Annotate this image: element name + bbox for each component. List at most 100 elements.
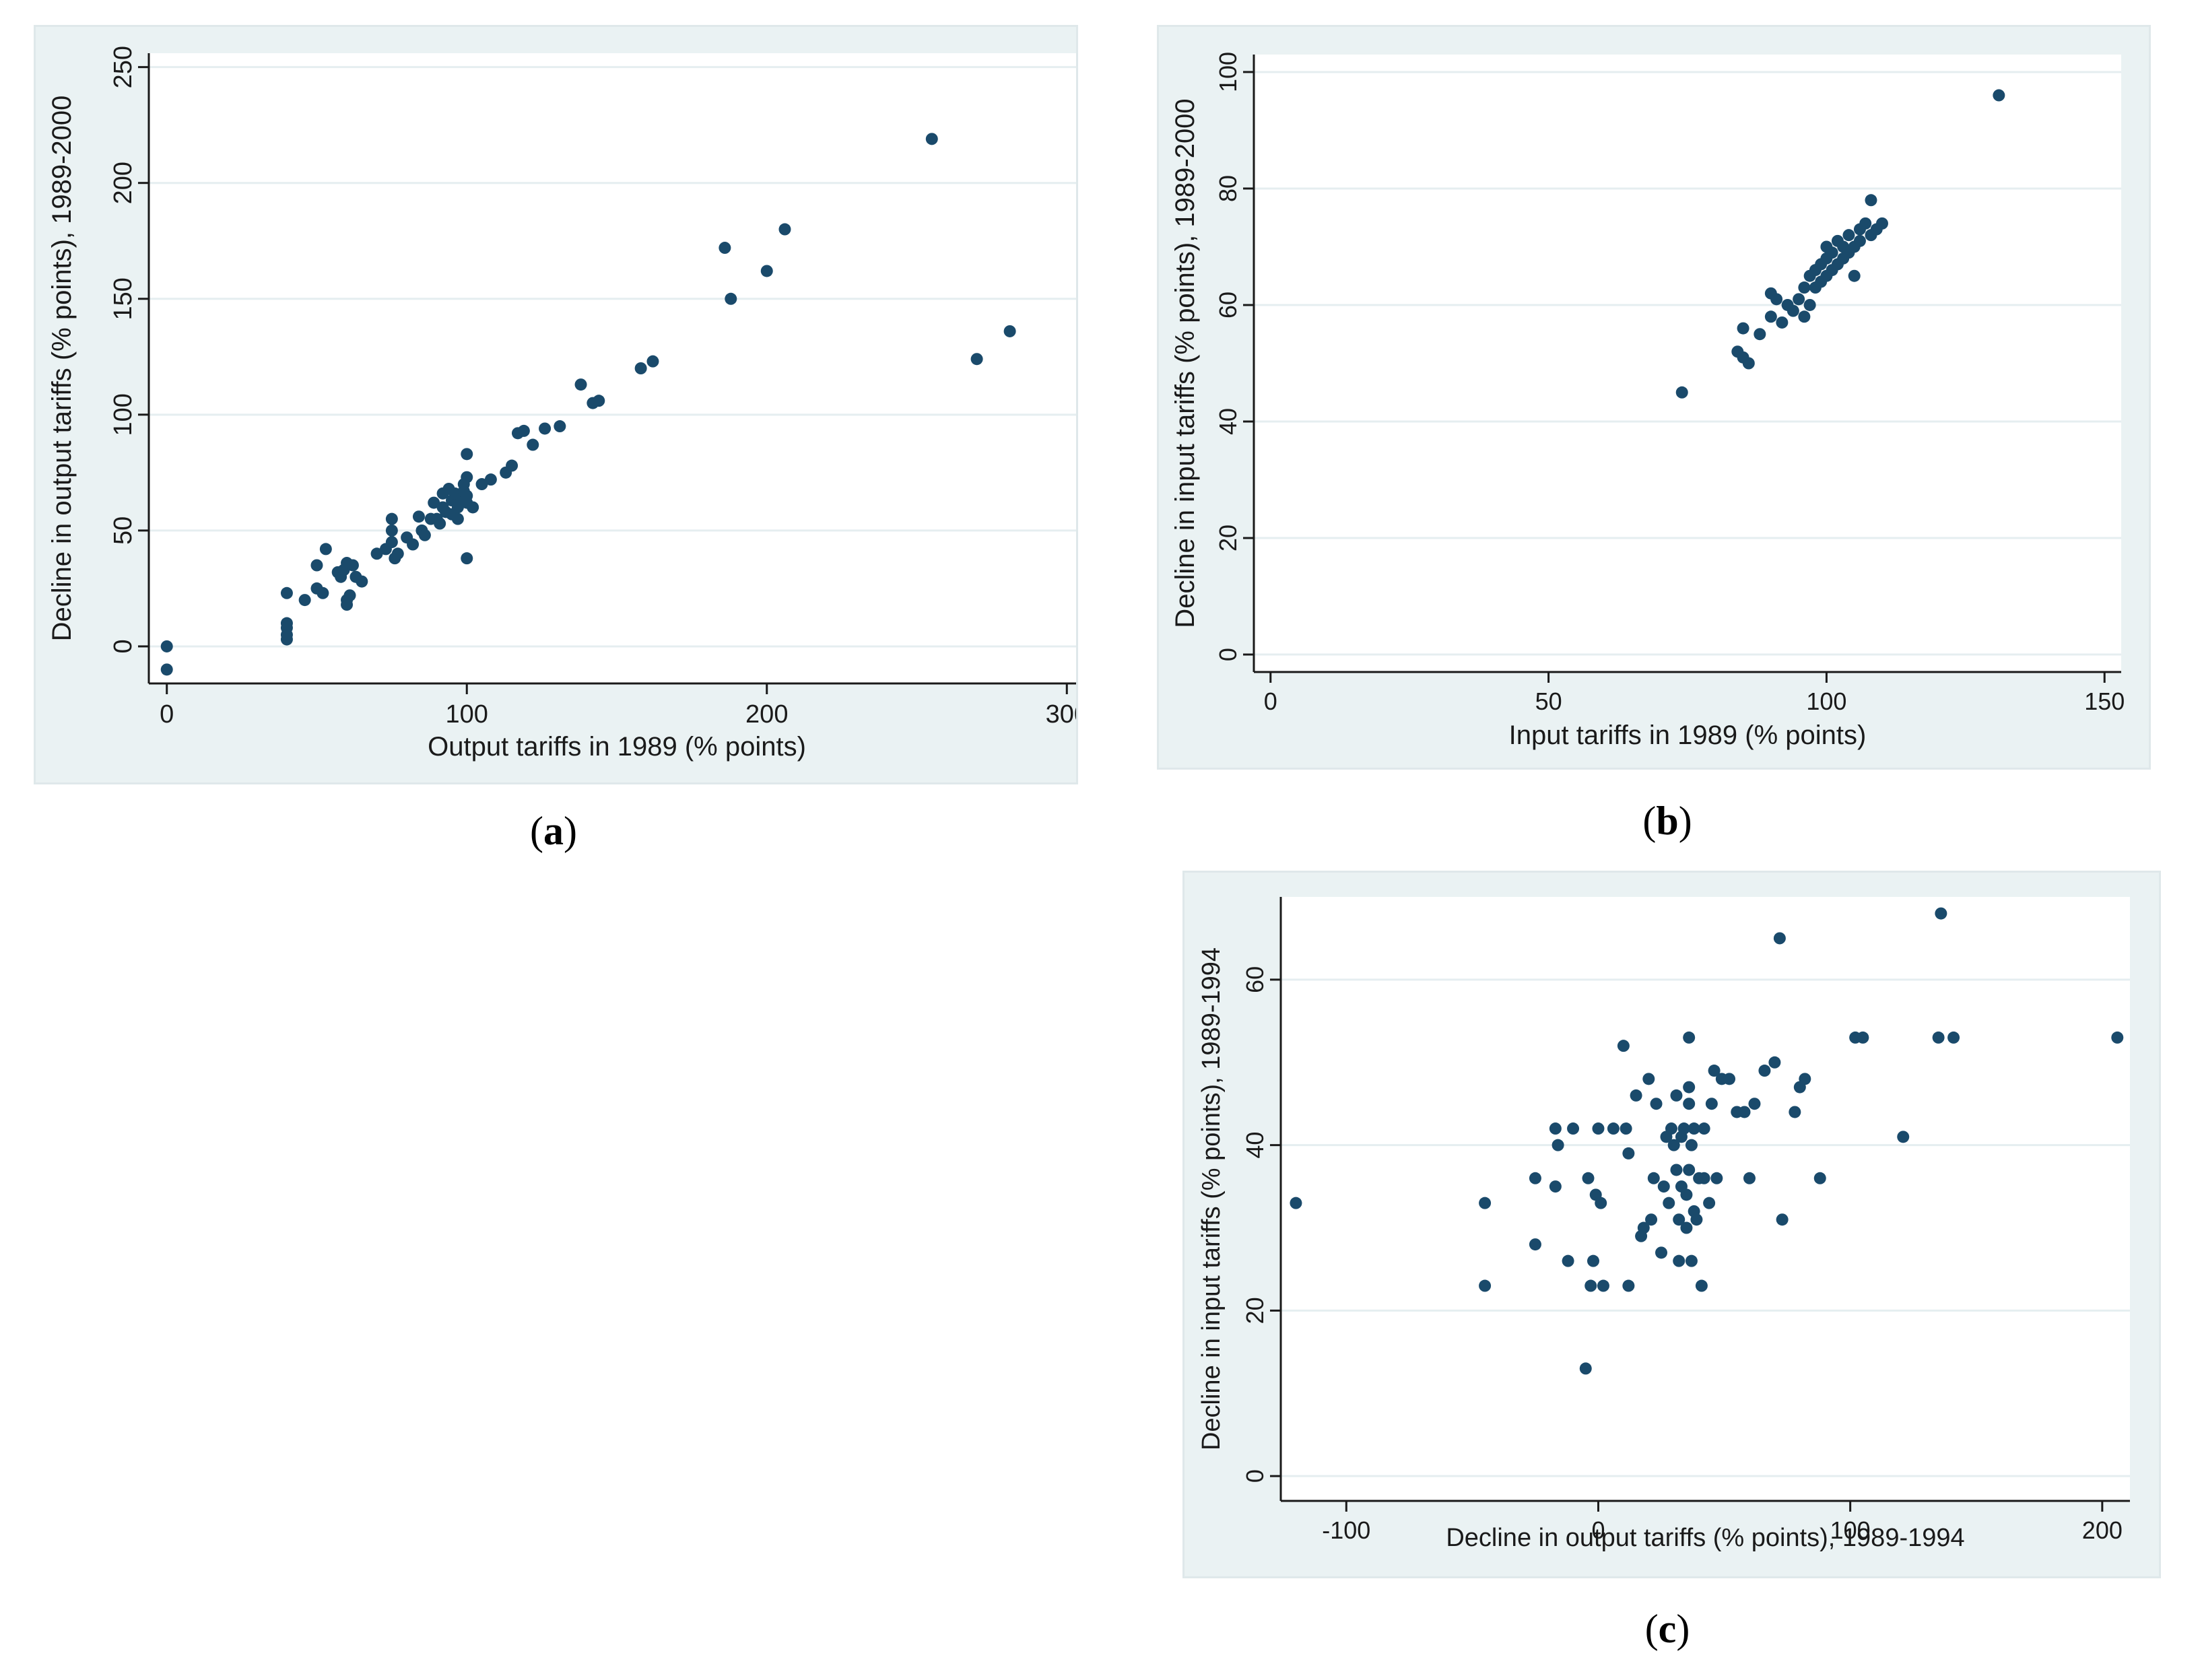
data-point: [1562, 1254, 1574, 1267]
data-point: [298, 594, 311, 607]
data-point: [1695, 1279, 1708, 1292]
data-point: [316, 586, 329, 599]
data-point: [434, 517, 446, 530]
data-point: [1688, 1122, 1700, 1135]
data-point: [407, 538, 420, 551]
data-point: [1683, 1031, 1696, 1044]
data-point: [1748, 1098, 1761, 1110]
data-point: [1685, 1139, 1698, 1151]
y-tick-label: 0: [1214, 648, 1242, 661]
data-point: [925, 133, 938, 145]
chart-panel-b: 0 20 40 60 80 100 0 50 100 150 Input tariffs in 19…: [1157, 25, 2151, 770]
x-tick-label: 100: [1806, 687, 1846, 715]
data-point: [385, 512, 398, 525]
data-point: [1848, 269, 1861, 282]
data-point: [517, 424, 530, 437]
data-point: [1595, 1197, 1607, 1209]
data-point: [1673, 1254, 1686, 1267]
data-point: [391, 547, 404, 560]
y-tick-label: 150: [109, 277, 137, 320]
y-axis-label: Decline in input tariffs (% points), 198…: [1170, 98, 1200, 628]
data-point: [280, 633, 293, 646]
data-point: [527, 438, 539, 451]
data-point: [1842, 229, 1855, 242]
data-point: [634, 362, 647, 374]
data-point: [1737, 322, 1749, 335]
data-point: [160, 663, 173, 676]
data-point: [1683, 1098, 1696, 1110]
data-point: [1675, 386, 1688, 399]
data-point: [1549, 1180, 1562, 1193]
data-point: [1787, 304, 1799, 317]
data-point: [1698, 1122, 1710, 1135]
data-point: [1680, 1221, 1693, 1234]
data-point: [1705, 1098, 1718, 1110]
data-point: [343, 589, 356, 602]
data-point: [1789, 1106, 1801, 1118]
y-tick-label: 80: [1214, 175, 1242, 202]
data-point: [1773, 932, 1786, 945]
x-tick-label: 0: [1591, 1516, 1605, 1544]
x-tick-label: -100: [1322, 1516, 1370, 1544]
y-tick-label: 60: [1214, 292, 1242, 318]
data-point: [1617, 1040, 1630, 1052]
data-point: [1703, 1197, 1716, 1209]
data-point: [341, 599, 354, 611]
x-tick-label: 300: [1046, 700, 1076, 729]
data-point: [1993, 89, 2005, 102]
data-point: [1935, 907, 1947, 920]
data-point: [506, 459, 519, 472]
data-point: [1875, 217, 1888, 230]
y-tick-label: 250: [109, 46, 137, 88]
data-point: [1710, 1172, 1723, 1184]
data-point: [1549, 1122, 1562, 1135]
x-tick-label: 0: [160, 700, 174, 729]
data-point: [1622, 1279, 1635, 1292]
data-point: [1607, 1122, 1620, 1135]
data-point: [1813, 1172, 1826, 1184]
plot-area: [149, 53, 1076, 683]
y-tick-label: 20: [1241, 1297, 1269, 1324]
y-tick-label: 20: [1214, 525, 1242, 551]
y-axis-label: Decline in output tariffs (% points), 19…: [47, 96, 77, 642]
chart-panel-c: 0 20 40 60 -100 0 100 200 Decline in output tari…: [1182, 871, 2161, 1578]
data-point: [418, 529, 431, 541]
data-point: [346, 559, 359, 572]
data-point: [1529, 1172, 1541, 1184]
data-point: [1742, 357, 1755, 370]
data-point: [1622, 1147, 1635, 1160]
data-point: [1932, 1031, 1945, 1044]
data-point: [1754, 328, 1766, 341]
y-tick-label: 40: [1214, 408, 1242, 435]
data-point: [646, 355, 659, 368]
x-tick-label: 200: [745, 700, 788, 729]
data-point: [1592, 1122, 1605, 1135]
x-axis-label: Input tariffs in 1989 (% points): [1509, 720, 1867, 750]
data-point: [412, 510, 425, 523]
data-point: [1859, 217, 1872, 230]
data-point: [356, 575, 368, 588]
data-point: [970, 353, 983, 366]
data-point: [160, 640, 173, 652]
data-point: [385, 524, 398, 537]
data-point: [1552, 1139, 1564, 1151]
data-point: [1673, 1213, 1686, 1226]
data-point: [1857, 1031, 1869, 1044]
data-point: [1743, 1172, 1756, 1184]
data-point: [1776, 1213, 1789, 1226]
data-point: [461, 448, 473, 461]
data-point: [1826, 246, 1838, 259]
data-point: [1567, 1122, 1580, 1135]
data-point: [1698, 1172, 1710, 1184]
data-point: [1620, 1122, 1632, 1135]
data-point: [1677, 1122, 1690, 1135]
data-point: [475, 478, 488, 491]
data-point: [1798, 310, 1811, 323]
data-point: [1685, 1254, 1698, 1267]
data-point: [1637, 1221, 1650, 1234]
data-point: [1655, 1246, 1668, 1259]
data-point: [1803, 298, 1816, 311]
y-tick-label: 60: [1241, 966, 1269, 993]
data-point: [539, 422, 552, 435]
data-point: [1665, 1122, 1677, 1135]
